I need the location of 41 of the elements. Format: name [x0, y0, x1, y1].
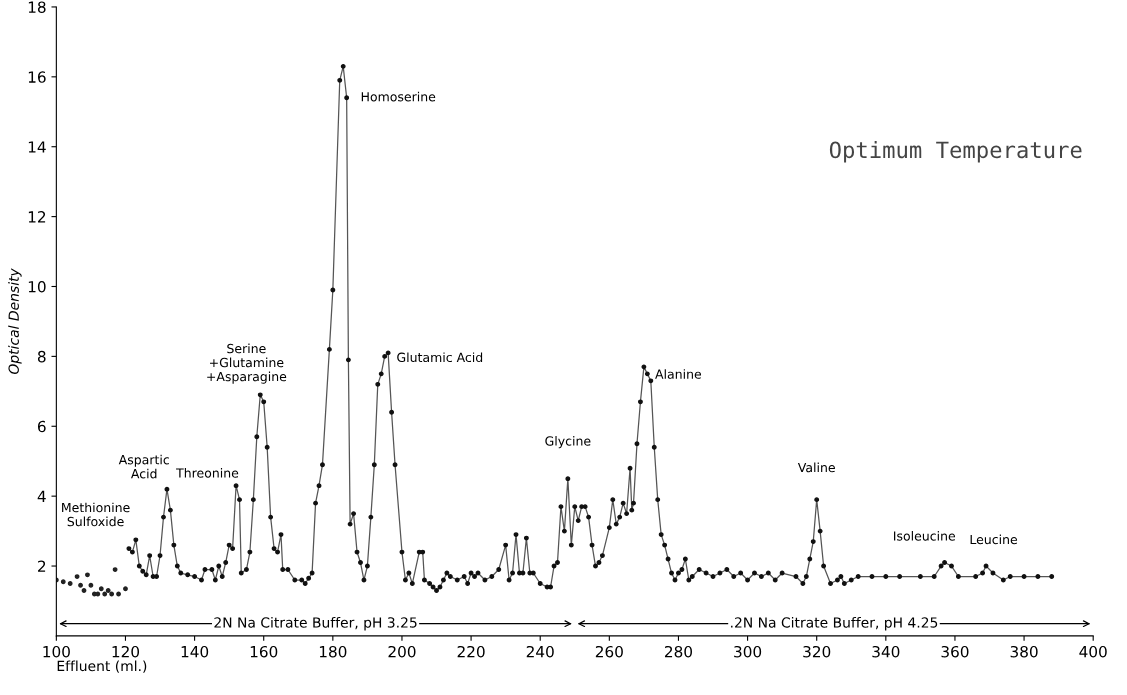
annotation: Glutamic Acid — [397, 352, 483, 363]
y-tick-label: 14 — [28, 141, 46, 153]
y-tick-label: 4 — [37, 490, 46, 502]
x-tick-label: 100 — [43, 645, 70, 658]
annotation: Aspartic Acid — [118, 454, 169, 479]
text: Optimum Temperature — [829, 141, 1082, 163]
y-tick-label: 8 — [37, 350, 46, 363]
x-tick-label: 120 — [112, 645, 140, 658]
annotation: Threonine — [176, 468, 239, 478]
y-axis-title: Optical Density — [8, 268, 22, 375]
y-tick-label: 10 — [28, 280, 46, 293]
y-tick-label: 16 — [28, 71, 46, 83]
annotation: Valine — [797, 462, 835, 473]
x-axis-title: Effluent (ml.) — [57, 660, 147, 673]
annotation: Glycine — [545, 436, 591, 449]
x-tick-label: 140 — [181, 645, 209, 658]
annotation: 2N Na Citrate Buffer, pH 3.25 — [214, 616, 417, 631]
x-tick-label: 220 — [457, 645, 485, 658]
annotation: Methionine Sulfoxide — [62, 502, 130, 527]
x-tick-label: 160 — [250, 645, 278, 658]
annotation: Leucine — [970, 534, 1018, 545]
x-tick-label: 400 — [1079, 645, 1107, 658]
y-tick-label: 18 — [28, 1, 46, 13]
x-tick-label: 300 — [734, 645, 762, 658]
annotation: .2N Na Citrate Buffer, pH 4.25 — [731, 616, 938, 631]
y-tick-label: 6 — [37, 420, 46, 433]
annotation: Serine +Glutamine +Asparagine — [207, 343, 287, 384]
y-tick-label: 12 — [28, 211, 46, 223]
x-tick-label: 320 — [803, 645, 831, 658]
x-tick-label: 200 — [388, 645, 416, 658]
x-tick-label: 340 — [872, 645, 900, 658]
y-tick-label: 2 — [38, 560, 46, 572]
x-tick-label: 260 — [595, 645, 623, 658]
x-tick-label: 280 — [664, 645, 693, 658]
annotation: Isoleucine — [894, 531, 956, 541]
x-tick-label: 360 — [941, 645, 969, 658]
x-tick-label: 240 — [526, 645, 554, 658]
x-tick-label: 180 — [319, 645, 347, 658]
annotation: Alanine — [655, 369, 702, 379]
annotation: Homoserine — [361, 91, 436, 102]
x-tick-label: 380 — [1010, 645, 1038, 658]
